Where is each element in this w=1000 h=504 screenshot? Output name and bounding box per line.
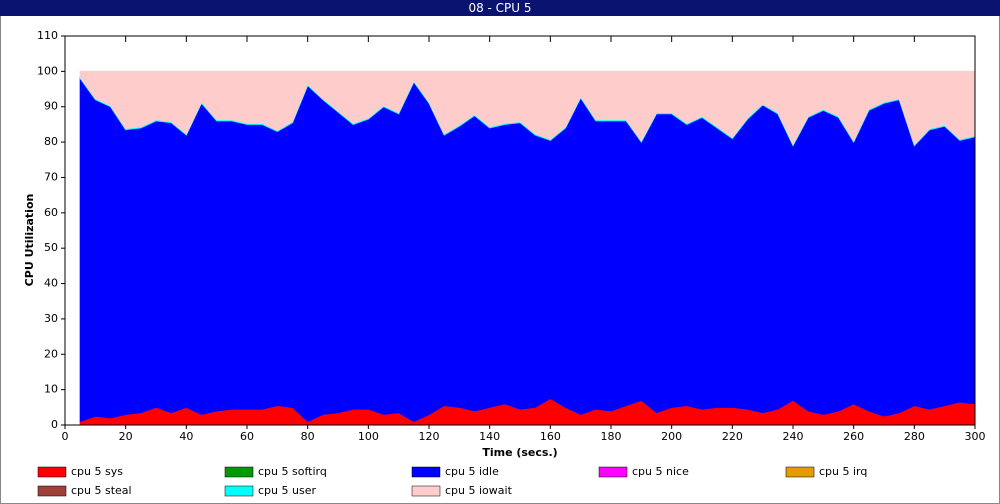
y-tick-label: 50 <box>44 241 58 254</box>
x-tick-label: 100 <box>358 430 379 443</box>
y-axis-label: CPU Utilization <box>23 194 36 287</box>
title-bar <box>0 0 1000 16</box>
y-tick-label: 80 <box>44 135 58 148</box>
legend-label: cpu 5 steal <box>71 484 132 497</box>
x-tick-label: 260 <box>843 430 864 443</box>
y-tick-label: 90 <box>44 100 58 113</box>
y-tick-label: 20 <box>44 347 58 360</box>
legend-label: cpu 5 user <box>258 484 316 497</box>
area <box>79 76 976 423</box>
x-tick-label: 60 <box>240 430 254 443</box>
x-tick-label: 300 <box>965 430 986 443</box>
x-tick-label: 80 <box>301 430 315 443</box>
chart-title: 08 - CPU 5 <box>468 1 531 15</box>
x-tick-label: 140 <box>479 430 500 443</box>
legend-label: cpu 5 nice <box>632 465 689 478</box>
x-tick-label: 40 <box>179 430 193 443</box>
x-tick-label: 0 <box>62 430 69 443</box>
y-tick-label: 110 <box>37 29 58 42</box>
legend-swatch <box>37 485 67 497</box>
x-tick-label: 200 <box>661 430 682 443</box>
y-tick-label: 0 <box>51 418 58 431</box>
legend-swatch <box>37 466 67 478</box>
legend-label: cpu 5 iowait <box>445 484 513 497</box>
legend-swatch <box>411 485 441 497</box>
legend-swatch <box>224 485 254 497</box>
x-tick-label: 240 <box>783 430 804 443</box>
legend-swatch <box>224 466 254 478</box>
x-tick-label: 180 <box>601 430 622 443</box>
y-tick-label: 40 <box>44 277 58 290</box>
x-tick-label: 220 <box>722 430 743 443</box>
y-tick-label: 60 <box>44 206 58 219</box>
legend-swatch <box>598 466 628 478</box>
y-tick-label: 70 <box>44 170 58 183</box>
legend-swatch <box>411 466 441 478</box>
x-axis-label: Time (secs.) <box>482 446 557 459</box>
x-tick-label: 280 <box>904 430 925 443</box>
legend-swatch <box>785 466 815 478</box>
plot-border <box>64 35 976 426</box>
y-tick-label: 30 <box>44 312 58 325</box>
legend-label: cpu 5 idle <box>445 465 499 478</box>
y-tick-label: 100 <box>37 64 58 77</box>
y-tick-label: 10 <box>44 383 58 396</box>
legend-label: cpu 5 irq <box>819 465 867 478</box>
x-tick-label: 160 <box>540 430 561 443</box>
legend-label: cpu 5 sys <box>71 465 123 478</box>
x-tick-label: 20 <box>119 430 133 443</box>
x-tick-label: 120 <box>419 430 440 443</box>
legend-label: cpu 5 softirq <box>258 465 327 478</box>
